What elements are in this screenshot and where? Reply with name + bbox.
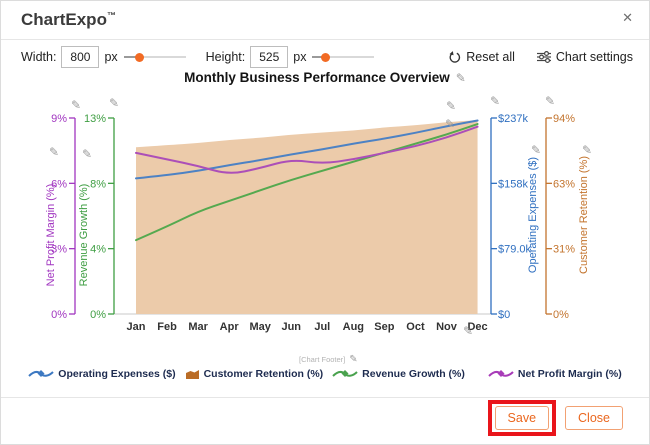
area-series-customer-retention bbox=[136, 120, 478, 314]
x-axis-label: Oct bbox=[406, 321, 425, 333]
legend-item-1[interactable]: Customer Retention (%) bbox=[185, 368, 324, 380]
legend-label: Net Profit Margin (%) bbox=[517, 368, 622, 380]
width-slider[interactable] bbox=[123, 52, 186, 62]
chart-settings-button[interactable]: Chart settings bbox=[536, 50, 633, 64]
save-button[interactable]: Save bbox=[494, 406, 550, 430]
height-unit: px bbox=[293, 50, 307, 64]
axis-tick-label: 13% bbox=[84, 113, 106, 125]
size-controls-row: Width: px Height: px Reset all bbox=[21, 45, 633, 69]
chart-title-row: Monthly Business Performance Overview ✎ bbox=[1, 70, 649, 85]
edit-pencil-icon[interactable]: ✎ bbox=[582, 143, 592, 157]
width-slider-thumb[interactable] bbox=[134, 52, 144, 62]
width-slider-fill bbox=[123, 56, 140, 58]
x-axis-label: Jul bbox=[314, 321, 330, 333]
x-axis-label: Nov bbox=[436, 321, 458, 333]
x-axis-label: Dec bbox=[467, 321, 487, 333]
reset-all-label: Reset all bbox=[466, 50, 515, 64]
chart-title: Monthly Business Performance Overview bbox=[184, 70, 450, 85]
x-axis-label: Mar bbox=[188, 321, 208, 333]
reset-all-button[interactable]: Reset all bbox=[448, 50, 515, 64]
app-title-text: ChartExpo bbox=[21, 10, 107, 29]
height-slider[interactable] bbox=[312, 52, 375, 62]
edit-pencil-icon[interactable]: ✎ bbox=[49, 145, 59, 159]
width-label: Width: bbox=[21, 50, 57, 64]
height-slider-fill bbox=[312, 56, 326, 58]
x-axis-label: Jan bbox=[127, 321, 146, 333]
save-highlight-annotation: Save bbox=[487, 400, 557, 436]
x-axis-label: Aug bbox=[343, 321, 364, 333]
axis-tick-label: 6% bbox=[51, 178, 67, 190]
app-title: ChartExpo™ bbox=[21, 10, 116, 30]
axis-tick-label: $0 bbox=[498, 309, 510, 321]
dialog-buttons: Save Close bbox=[487, 400, 623, 436]
legend-item-3[interactable]: Net Profit Margin (%) bbox=[488, 368, 622, 380]
axis-tick-label: 9% bbox=[51, 113, 67, 125]
axis-title-customer_retention: Customer Retention (%) bbox=[578, 156, 590, 274]
axis-title-net_profit_margin: Net Profit Margin (%) bbox=[45, 184, 57, 287]
edit-title-pencil-icon[interactable]: ✎ bbox=[455, 70, 466, 85]
chart-settings-icon bbox=[536, 51, 551, 63]
axis-title-revenue_growth: Revenue Growth (%) bbox=[78, 184, 90, 287]
axis-tick-label: $79.0k bbox=[498, 244, 532, 256]
height-label: Height: bbox=[205, 50, 246, 64]
edit-pencil-icon[interactable]: ✎ bbox=[445, 117, 455, 131]
x-axis-label: Feb bbox=[157, 321, 177, 333]
axis-tick-label: 0% bbox=[90, 309, 106, 321]
line-series-net_profit_margin bbox=[135, 125, 479, 174]
legend-label: Customer Retention (%) bbox=[203, 368, 324, 380]
line-series-operating_expenses bbox=[135, 119, 479, 180]
edit-pencil-icon[interactable]: ✎ bbox=[71, 98, 81, 112]
chart-settings-label: Chart settings bbox=[555, 50, 633, 64]
axis-tick-label: 8% bbox=[90, 178, 106, 190]
edit-pencil-icon[interactable]: ✎ bbox=[545, 94, 555, 108]
edit-pencil-icon[interactable]: ✎ bbox=[490, 94, 500, 108]
width-unit: px bbox=[104, 50, 118, 64]
legend-label: Revenue Growth (%) bbox=[362, 368, 465, 380]
legend-item-2[interactable]: Revenue Growth (%) bbox=[332, 368, 465, 380]
axis-tick-label: $158k bbox=[498, 178, 528, 190]
edit-footer-pencil-icon[interactable]: ✎ bbox=[349, 354, 358, 365]
line-diamond-icon bbox=[332, 370, 358, 377]
height-slider-thumb[interactable] bbox=[320, 52, 330, 62]
line-diamond-icon bbox=[488, 370, 514, 377]
axis-tick-label: 63% bbox=[553, 178, 575, 190]
x-axis-label: Apr bbox=[220, 321, 240, 333]
chart-legend: Operating Expenses ($) Customer Retention… bbox=[1, 368, 649, 380]
axis-tick-label: 4% bbox=[90, 244, 106, 256]
x-axis-label: Sep bbox=[374, 321, 394, 333]
axis-tick-label: $237k bbox=[498, 113, 528, 125]
x-axis-label: Jun bbox=[281, 321, 301, 333]
close-icon[interactable]: ✕ bbox=[622, 10, 633, 25]
axis-title-operating_expenses: Operating Expenses ($) bbox=[527, 157, 539, 273]
multi-axis-chart: 0% 3% 6% 9% Net Profit Margin (%) 0% 4% 8% 13% Re… bbox=[45, 94, 592, 338]
reset-icon bbox=[449, 50, 461, 63]
edit-pencil-icon[interactable]: ✎ bbox=[109, 96, 119, 110]
edit-pencil-icon[interactable]: ✎ bbox=[446, 99, 456, 113]
chart-footer-text: [Chart Footer] bbox=[299, 355, 346, 364]
axis-tick-label: 31% bbox=[553, 244, 575, 256]
axis-tick-label: 0% bbox=[553, 309, 569, 321]
x-axis-label: May bbox=[249, 321, 271, 333]
line-diamond-icon bbox=[28, 370, 54, 377]
axis-tick-label: 94% bbox=[553, 113, 575, 125]
header-divider bbox=[1, 39, 649, 40]
legend-item-0[interactable]: Operating Expenses ($) bbox=[28, 368, 176, 380]
edit-pencil-icon[interactable]: ✎ bbox=[531, 143, 541, 157]
area-swatch-icon bbox=[185, 370, 199, 379]
width-input[interactable] bbox=[61, 46, 100, 68]
close-button[interactable]: Close bbox=[565, 406, 623, 430]
footer-divider bbox=[1, 397, 649, 398]
edit-pencil-icon[interactable]: ✎ bbox=[463, 324, 473, 338]
chart-footer-placeholder[interactable]: [Chart Footer] ✎ bbox=[299, 355, 358, 365]
axis-tick-label: 0% bbox=[51, 309, 67, 321]
edit-pencil-icon[interactable]: ✎ bbox=[82, 147, 92, 161]
legend-label: Operating Expenses ($) bbox=[58, 368, 176, 380]
axis-tick-label: 3% bbox=[51, 244, 67, 256]
trademark-symbol: ™ bbox=[106, 10, 116, 21]
line-series-revenue_growth bbox=[135, 123, 479, 242]
height-input[interactable] bbox=[250, 46, 289, 68]
